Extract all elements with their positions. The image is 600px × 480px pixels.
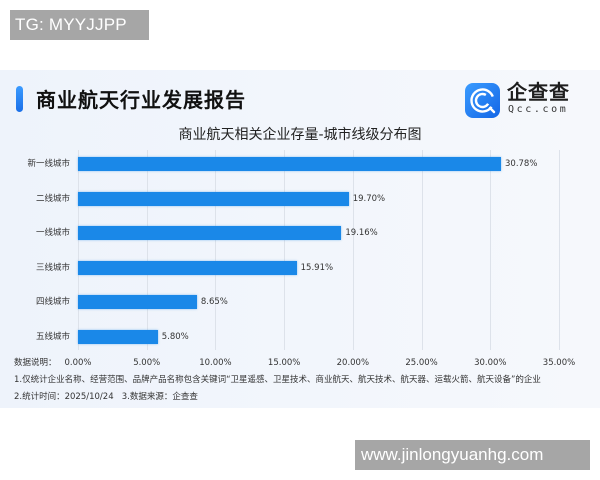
gridline (559, 150, 560, 350)
bar (78, 295, 197, 309)
bar (78, 330, 158, 344)
x-tick-label: 20.00% (336, 358, 370, 368)
logo-text-en: Qcc.com (508, 104, 569, 115)
chart-title: 商业航天相关企业存量-城市线级分布图 (178, 127, 422, 143)
data-note-label: 数据说明： (14, 358, 57, 368)
x-tick-label: 10.00% (199, 358, 232, 368)
footnote-line-1: 1.仅统计企业名称、经营范围、品牌产品名称包含关键词“卫星遥感、卫星技术、商业航… (14, 375, 541, 385)
qcc-logo-icon (465, 83, 500, 118)
watermark-bottom: www.jinlongyuanhg.com (355, 440, 590, 470)
bar (78, 157, 501, 171)
bar-value-label: 15.91% (300, 263, 334, 273)
x-tick-label: 5.00% (133, 358, 161, 368)
gridline (422, 150, 423, 350)
x-tick-label: 30.00% (474, 358, 507, 368)
category-label: 新一线城市 (27, 159, 70, 169)
category-label: 一线城市 (35, 228, 70, 238)
watermark-top: TG: MYYJJPP (10, 10, 149, 40)
x-tick-label: 15.00% (267, 358, 301, 368)
qcc-logo: 企查查 Qcc.com (465, 80, 585, 120)
gridline (284, 150, 285, 350)
title-accent-bar (16, 86, 23, 112)
gridline (78, 150, 79, 350)
gridline (490, 150, 491, 350)
report-title: 商业航天行业发展报告 (36, 88, 246, 112)
bar (78, 226, 342, 240)
bar-value-label: 19.70% (352, 194, 386, 204)
bar-value-label: 5.80% (161, 332, 189, 342)
category-label: 二线城市 (35, 194, 70, 204)
category-label: 三线城市 (35, 263, 70, 273)
bar-value-label: 30.78% (505, 159, 538, 169)
bar-value-label: 19.16% (345, 228, 378, 238)
bar-chart-plot (78, 150, 560, 350)
logo-text-cn: 企查查 (507, 80, 570, 104)
report-card: 商业航天行业发展报告 企查查 Qcc.com 商业航天相关企业存量-城市线级分布… (0, 70, 600, 408)
bar (78, 192, 349, 206)
bar-value-label: 8.65% (200, 297, 228, 307)
x-tick-label: 25.00% (405, 358, 438, 368)
bar (78, 261, 297, 275)
category-label: 五线城市 (35, 332, 70, 342)
footnote-line-2: 2.统计时间：2025/10/24 3.数据来源：企查查 (14, 392, 198, 402)
gridline (147, 150, 148, 350)
gridline (215, 150, 216, 350)
x-tick-label: 35.00% (542, 358, 576, 368)
x-tick-label: 0.00% (64, 358, 92, 368)
category-label: 四线城市 (35, 297, 70, 307)
gridline (353, 150, 354, 350)
